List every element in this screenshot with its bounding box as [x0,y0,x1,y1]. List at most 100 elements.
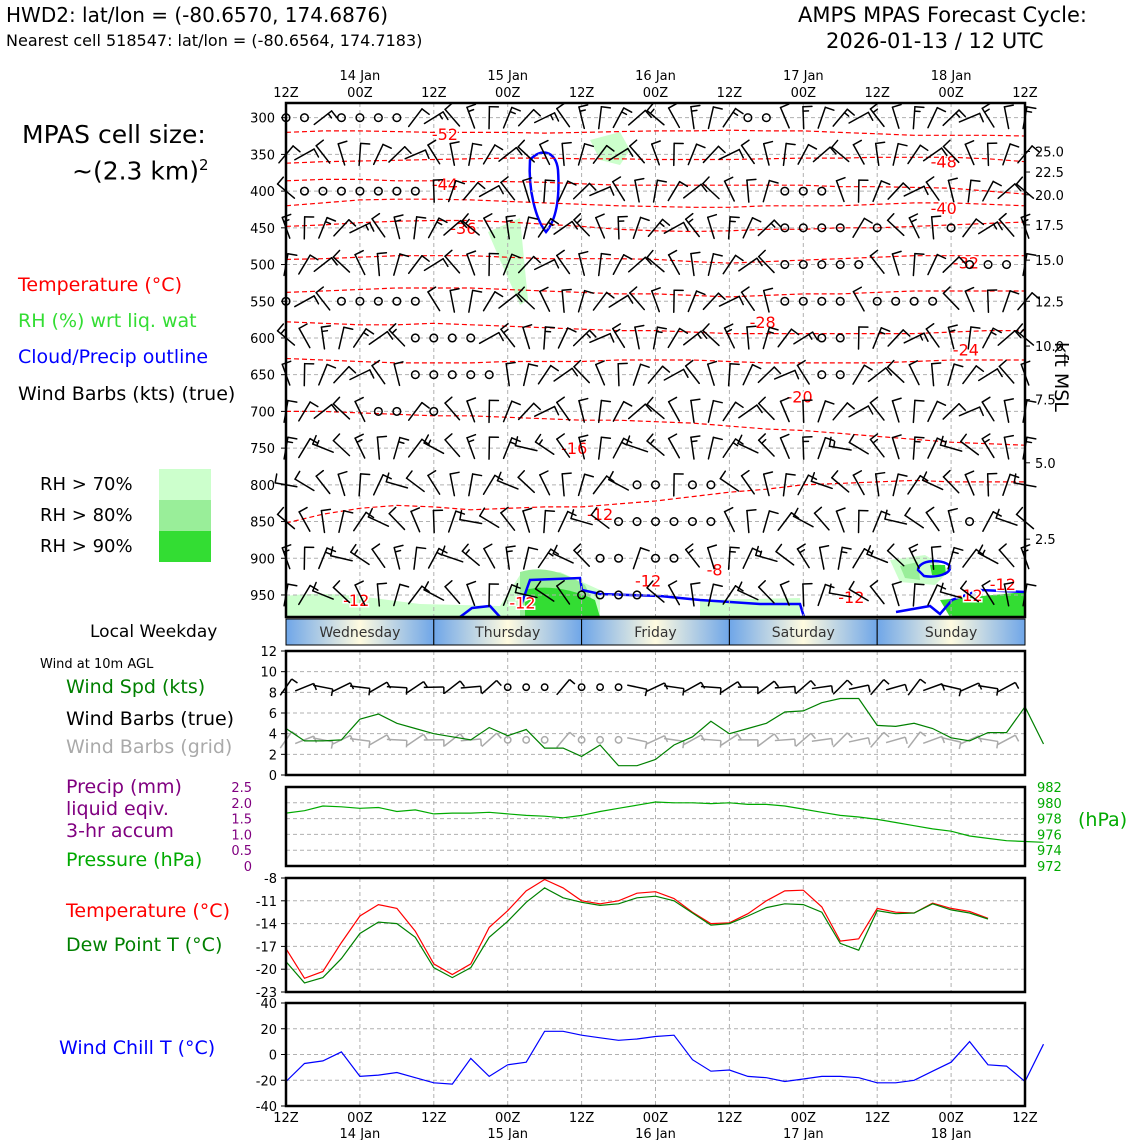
barb-staff [757,402,775,421]
surface-grid-barb-flag [867,737,871,745]
wind-barb [718,148,744,160]
surface-calm-circle [503,683,512,692]
barb-staff [634,179,640,203]
temp-panel-grid [286,878,1025,992]
barb-flag [515,146,523,156]
top-date-tick-3: 15 Jan [487,69,528,84]
wind-barb [372,143,392,166]
surface-true-barb-staff [885,683,906,691]
weekday-band-saturday [728,618,878,646]
barb-staff [502,400,513,423]
precip-tick-2: 1.0 [231,828,252,843]
wind-barb [447,510,466,533]
barb-half-flag [397,441,405,445]
chill-y-tick--20: -20 [256,1074,277,1089]
bottom-date-tick-3: 15 Jan [487,1127,528,1140]
barb-flag [315,139,325,147]
barb-flag [785,142,796,146]
barb-staff [958,406,981,417]
barb-staff [646,587,665,603]
barb-staff [998,365,1015,384]
barb-flag [330,257,338,266]
wind-barb [333,219,357,237]
barb-flag [790,512,800,519]
surface-grid-barb-flag [904,736,908,745]
barb-flag [1015,506,1024,516]
wind-barb [368,330,394,346]
barb-staff [782,473,787,497]
temp-y-tick--23: -23 [256,986,277,1001]
barb-staff [742,217,754,239]
barb-staff [539,290,551,312]
barb-flag [639,363,650,368]
wind-barb [393,544,404,570]
forecast-cycle: 2026-01-13 / 12 UTC [826,29,1044,53]
barb-flag [779,433,790,439]
wind-y-tick-10: 10 [260,666,277,681]
barb-flag [605,144,615,152]
barb-flag [869,433,879,441]
barb-staff [462,181,479,201]
wind-barb [867,367,893,383]
surface-grid-barb-staff [627,737,647,743]
barb-flag [326,363,337,369]
barb-staff [543,509,547,534]
barb-flag [738,295,744,306]
wind-barb [632,547,650,570]
barb-flag [1014,183,1022,192]
barb-flag [734,401,744,409]
wind-barb [427,217,448,239]
wind-barb [777,512,800,532]
barb-staff [517,146,535,163]
barb-half-flag [614,328,621,334]
barb-flag [1009,473,1020,479]
barb-flag [717,292,726,301]
wind-barb [332,249,351,273]
wind-barb [857,179,869,203]
barb-staff [466,583,476,607]
barb-staff [650,143,661,166]
weekday-band-friday [581,618,730,646]
wind-barb [872,510,891,533]
barb-staff [867,367,887,383]
surface-true-barb-staff [556,679,571,696]
barb-staff [981,584,995,606]
wind-barb [667,580,681,606]
barb-staff [887,182,904,200]
barb-flag [550,217,560,225]
nearest-cell: Nearest cell 518547: lat/lon = (-80.6564… [6,31,423,50]
wind-barb [543,326,556,350]
barb-flag [371,543,381,550]
surface-true-barb-flag [644,689,648,697]
barb-flag [746,178,757,181]
barb-staff [444,402,461,421]
barb-flag [556,249,565,257]
pressure-tick-976: 976 [1037,828,1062,843]
legend-barbs: Wind Barbs (kts) (true) [18,383,236,405]
wind-barb [757,249,775,274]
barb-staff [762,179,771,203]
wind-barb [977,221,1003,235]
calm-circle [429,333,439,343]
wind-barb [313,257,338,273]
surface-grid-barb-flag [846,732,853,739]
barb-staff [663,368,685,381]
barb-staff [872,180,883,203]
wind-barb [443,219,468,236]
barb-flag [527,363,539,367]
barb-staff [313,257,333,273]
barb-flag [756,404,763,414]
barb-flag [466,250,477,255]
surface-grid-barb-staff [556,731,571,749]
wind-barb [757,219,782,237]
calm-circle [392,186,402,196]
barb-flag [650,140,661,145]
wind-barb [857,326,869,350]
barb-half-flag [983,108,990,113]
surface-true-barb-staff [349,685,370,690]
barb-half-flag [799,549,806,554]
barb-staff [318,216,328,239]
wind-barb [358,142,371,167]
pressure-tick-980: 980 [1037,797,1062,812]
wind-barb [891,103,902,129]
